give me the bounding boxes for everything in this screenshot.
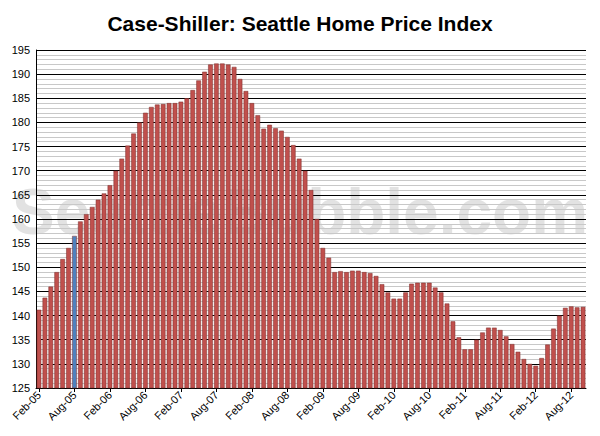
svg-text:130: 130 bbox=[12, 358, 30, 370]
svg-text:150: 150 bbox=[12, 261, 30, 273]
svg-text:Aug-07: Aug-07 bbox=[187, 389, 221, 423]
svg-text:Aug-11: Aug-11 bbox=[472, 389, 505, 422]
svg-text:190: 190 bbox=[12, 68, 30, 80]
svg-text:Feb-12: Feb-12 bbox=[507, 389, 540, 422]
svg-text:170: 170 bbox=[12, 165, 30, 177]
svg-text:Case-Shiller: Seattle Home Pri: Case-Shiller: Seattle Home Price Index bbox=[107, 12, 492, 35]
svg-text:Feb-06: Feb-06 bbox=[81, 389, 114, 422]
svg-text:Aug-05: Aug-05 bbox=[45, 389, 79, 423]
svg-text:Aug-06: Aug-06 bbox=[116, 389, 150, 423]
svg-text:175: 175 bbox=[12, 141, 30, 153]
svg-text:Feb-10: Feb-10 bbox=[365, 389, 398, 422]
svg-text:180: 180 bbox=[12, 116, 30, 128]
svg-text:145: 145 bbox=[12, 285, 30, 297]
svg-text:165: 165 bbox=[12, 189, 30, 201]
svg-text:Aug-09: Aug-09 bbox=[329, 389, 363, 423]
svg-text:Feb-05: Feb-05 bbox=[10, 389, 43, 422]
svg-text:140: 140 bbox=[12, 310, 30, 322]
svg-text:125: 125 bbox=[12, 382, 30, 394]
svg-text:Aug-10: Aug-10 bbox=[400, 389, 434, 423]
svg-text:160: 160 bbox=[12, 213, 30, 225]
svg-text:Feb-07: Feb-07 bbox=[152, 389, 185, 422]
svg-text:Aug-12: Aug-12 bbox=[542, 389, 576, 423]
svg-text:135: 135 bbox=[12, 334, 30, 346]
svg-text:Feb-08: Feb-08 bbox=[223, 389, 256, 422]
svg-text:Aug-08: Aug-08 bbox=[258, 389, 292, 423]
svg-text:155: 155 bbox=[12, 237, 30, 249]
svg-text:Feb-09: Feb-09 bbox=[294, 389, 327, 422]
svg-text:Feb-11: Feb-11 bbox=[436, 389, 469, 422]
svg-text:185: 185 bbox=[12, 92, 30, 104]
svg-text:195: 195 bbox=[12, 44, 30, 56]
